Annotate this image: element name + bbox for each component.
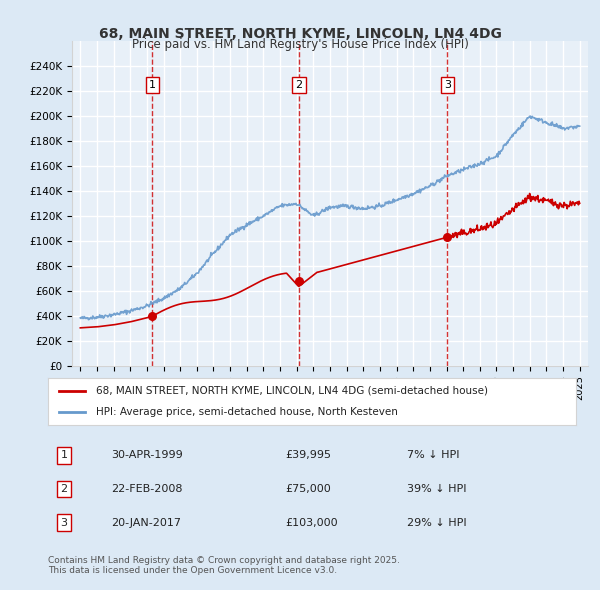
Text: Contains HM Land Registry data © Crown copyright and database right 2025.
This d: Contains HM Land Registry data © Crown c… [48, 556, 400, 575]
Text: 39% ↓ HPI: 39% ↓ HPI [407, 484, 467, 494]
Text: 30-APR-1999: 30-APR-1999 [112, 450, 183, 460]
Text: 22-FEB-2008: 22-FEB-2008 [112, 484, 183, 494]
Text: 68, MAIN STREET, NORTH KYME, LINCOLN, LN4 4DG: 68, MAIN STREET, NORTH KYME, LINCOLN, LN… [98, 27, 502, 41]
Text: 1: 1 [149, 80, 156, 90]
Point [148, 311, 157, 320]
Text: 1: 1 [61, 450, 67, 460]
Text: 29% ↓ HPI: 29% ↓ HPI [407, 517, 467, 527]
Text: 3: 3 [444, 80, 451, 90]
Text: £39,995: £39,995 [286, 450, 332, 460]
Text: £103,000: £103,000 [286, 517, 338, 527]
Text: Price paid vs. HM Land Registry's House Price Index (HPI): Price paid vs. HM Land Registry's House … [131, 38, 469, 51]
Text: £75,000: £75,000 [286, 484, 331, 494]
Text: 2: 2 [60, 484, 67, 494]
Text: 7% ↓ HPI: 7% ↓ HPI [407, 450, 460, 460]
Point [443, 232, 452, 242]
Text: 20-JAN-2017: 20-JAN-2017 [112, 517, 181, 527]
Point [294, 276, 304, 286]
Text: 2: 2 [295, 80, 302, 90]
Text: 68, MAIN STREET, NORTH KYME, LINCOLN, LN4 4DG (semi-detached house): 68, MAIN STREET, NORTH KYME, LINCOLN, LN… [95, 386, 488, 396]
Text: HPI: Average price, semi-detached house, North Kesteven: HPI: Average price, semi-detached house,… [95, 407, 397, 417]
Text: 3: 3 [61, 517, 67, 527]
